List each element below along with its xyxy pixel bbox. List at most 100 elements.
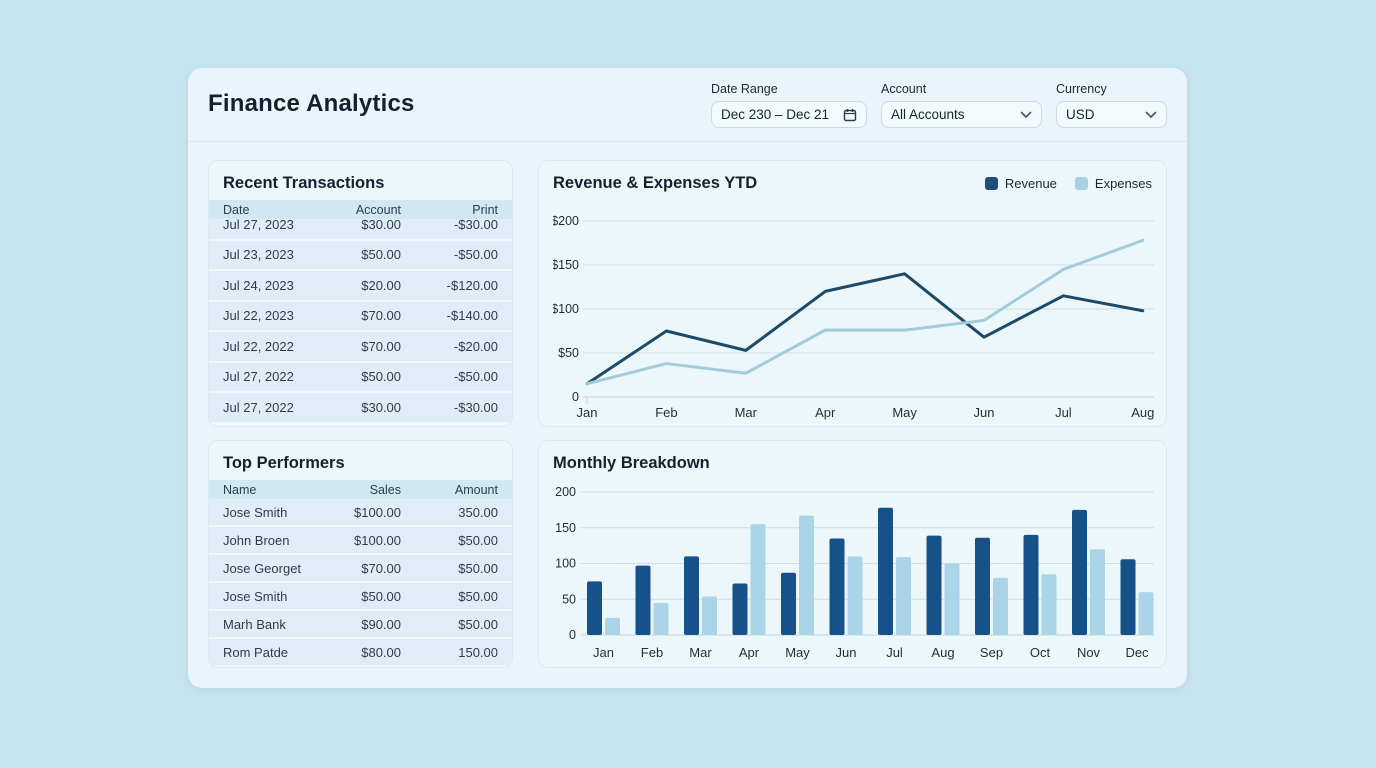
table-cell: $50.00	[361, 588, 401, 604]
table-row: Jose Smith $100.00 350.00	[209, 499, 512, 527]
revenue-swatch	[984, 177, 998, 190]
table-cell: Jose Smith	[223, 588, 288, 604]
table-cell: Jul 27, 2023	[223, 219, 294, 232]
monthly-breakdown-bar-chart: 200 150 100 50 0 Jan Feb Mar Apr May Jun Jul Aug Sep O…	[555, 485, 1154, 660]
date-range-input[interactable]: Dec 230 – Dec 21	[711, 101, 867, 128]
svg-text:Jun: Jun	[836, 645, 857, 660]
svg-text:Jun: Jun	[974, 405, 995, 420]
table-cell: $90.00	[361, 616, 401, 632]
svg-text:$50: $50	[558, 346, 579, 360]
table-cell: Jul 23, 2023	[223, 247, 294, 263]
currency-filter: Currency USD	[1056, 82, 1167, 128]
table-cell: $70.00	[361, 560, 401, 576]
table-row: Rom Patde $80.00 150.00	[209, 639, 512, 665]
panel-header: Finance Analytics Date Range Dec 230 – D…	[188, 68, 1187, 142]
table-cell: Jul 27, 2022	[223, 369, 294, 385]
column-header-print: Print	[472, 202, 498, 217]
table-row: Jose Georget $70.00 $50.00	[209, 555, 512, 583]
svg-text:100: 100	[555, 557, 576, 571]
svg-text:Mar: Mar	[689, 645, 712, 660]
transactions-header-row: Date Account Print	[209, 200, 512, 219]
account-filter: Account All Accounts	[881, 82, 1042, 128]
table-row: Jul 23, 2023 $50.00 -$50.00	[209, 240, 512, 271]
date-range-label: Date Range	[711, 82, 778, 96]
account-value: All Accounts	[891, 107, 965, 122]
table-row: Jose Smith $50.00 $50.00	[209, 583, 512, 611]
table-row: Jul 24, 2023 $20.00 -$120.00	[209, 271, 512, 302]
transactions-table-body[interactable]: Jul 27, 2023 $30.00 -$30.00 Jul 23, 2023 $50…	[209, 219, 512, 424]
performers-table-body: Jose Smith $100.00 350.00 John Broen $100.00…	[209, 499, 512, 665]
table-cell: 150.00	[458, 644, 498, 660]
svg-text:May: May	[892, 405, 917, 420]
table-cell: $30.00	[361, 219, 401, 232]
revenue-legend-label: Revenue	[1004, 176, 1057, 191]
account-select[interactable]: All Accounts	[881, 101, 1042, 128]
table-row: Jul 27, 2023 $30.00 -$30.00	[209, 219, 512, 241]
table-cell: -$120.00	[446, 277, 498, 293]
table-cell: $50.00	[458, 616, 498, 632]
currency-value: USD	[1066, 107, 1095, 122]
table-row: Jul 22, 2023 $70.00 -$140.00	[209, 301, 512, 332]
table-cell: $70.00	[361, 308, 401, 324]
table-cell: -$50.00	[453, 369, 498, 385]
svg-text:Feb: Feb	[655, 405, 677, 420]
top-performers-card: Top Performers Name Sales Amount Jose Sm…	[208, 440, 513, 668]
table-cell: -$140.00	[446, 308, 498, 324]
svg-text:Apr: Apr	[739, 645, 760, 660]
table-cell: $100.00	[354, 504, 401, 520]
column-header-account: Account	[355, 202, 401, 217]
legend-item-revenue: Revenue	[984, 176, 1057, 191]
svg-text:Aug: Aug	[1131, 405, 1154, 420]
svg-text:Aug: Aug	[931, 645, 954, 660]
dashboard-grid: Recent Transactions Date Account Print J…	[208, 160, 1167, 668]
chart-legend: Revenue Expenses	[984, 176, 1152, 191]
table-cell: Jul 22, 2023	[223, 308, 294, 324]
svg-text:Jul: Jul	[1055, 405, 1072, 420]
table-cell: $20.00	[361, 277, 401, 293]
svg-text:May: May	[785, 645, 810, 660]
table-cell: $50.00	[361, 247, 401, 263]
table-row: Jul 22, 2022 $70.00 -$20.00	[209, 332, 512, 363]
currency-select[interactable]: USD	[1056, 101, 1167, 128]
table-cell: $50.00	[361, 369, 401, 385]
monthly-breakdown-title: Monthly Breakdown	[553, 454, 710, 472]
column-header-sales: Sales	[369, 482, 401, 497]
monthly-breakdown-card: Monthly Breakdown 200 150 100 50 0 Jan Feb Mar A…	[538, 440, 1167, 668]
calendar-icon[interactable]	[843, 108, 857, 122]
svg-text:0: 0	[569, 628, 576, 642]
table-cell: Jul 27, 2022	[223, 399, 294, 415]
table-cell: 350.00	[458, 504, 498, 520]
date-range-filter: Date Range Dec 230 – Dec 21	[711, 82, 867, 128]
table-cell: Jose Smith	[223, 504, 288, 520]
table-cell: $50.00	[458, 532, 498, 548]
table-cell: $50.00	[458, 560, 498, 576]
filters-bar: Date Range Dec 230 – Dec 21 Account All …	[711, 82, 1167, 128]
table-cell: John Broen	[223, 532, 290, 548]
svg-text:150: 150	[555, 521, 576, 535]
svg-text:$150: $150	[553, 258, 579, 272]
svg-text:Jul: Jul	[886, 645, 903, 660]
recent-transactions-card: Recent Transactions Date Account Print J…	[208, 160, 513, 427]
column-header-amount: Amount	[454, 482, 498, 497]
legend-item-expenses: Expenses	[1074, 176, 1152, 191]
svg-text:0: 0	[572, 390, 579, 404]
chevron-down-icon	[1145, 111, 1157, 118]
svg-text:$100: $100	[553, 302, 579, 316]
expenses-swatch	[1074, 177, 1088, 190]
table-cell: $30.00	[361, 399, 401, 415]
table-cell: Jul 24, 2023	[223, 277, 294, 293]
svg-text:Oct: Oct	[1030, 645, 1051, 660]
table-cell: Rom Patde	[223, 644, 289, 660]
dashboard-panel: Finance Analytics Date Range Dec 230 – D…	[188, 68, 1187, 688]
table-cell: Jul 22, 2022	[223, 338, 294, 354]
svg-text:Jan: Jan	[577, 405, 598, 420]
table-cell: Marh Bank	[223, 616, 286, 632]
svg-text:Nov: Nov	[1077, 645, 1101, 660]
account-label: Account	[881, 82, 927, 96]
revenue-expenses-card: Revenue & Expenses YTD Revenue Expenses …	[538, 160, 1167, 427]
page-title: Finance Analytics	[208, 90, 415, 117]
revenue-expenses-title: Revenue & Expenses YTD	[553, 174, 758, 192]
chevron-down-icon	[1020, 111, 1032, 118]
expenses-legend-label: Expenses	[1094, 176, 1152, 191]
